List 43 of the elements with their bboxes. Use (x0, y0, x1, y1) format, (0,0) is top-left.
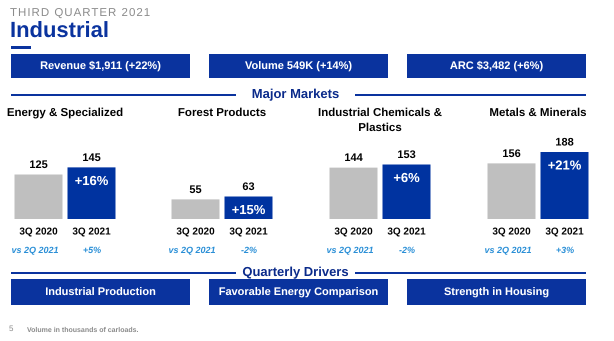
text: Industrial (10, 17, 110, 43)
data-label: 55 (189, 184, 202, 196)
x-tick-label: 3Q 2021 (72, 226, 112, 238)
x-tick-label: 3Q 2021 (229, 226, 268, 238)
text: 5 (9, 324, 14, 333)
data-label: 144 (344, 152, 364, 164)
x-tick-label: 3Q 2020 (492, 226, 532, 238)
text: ARC $3,482 (+6%) (450, 60, 544, 72)
x-tick-label: 3Q 2021 (545, 226, 584, 238)
text: +3% (554, 245, 576, 255)
text: Revenue $1,911 (+22%) (40, 60, 161, 72)
text: Industrial Production (45, 286, 156, 298)
chart-title: Metals & Minerals (488, 106, 588, 121)
chart-title: Forest Products (176, 106, 268, 121)
x-tick-label: 3Q 2021 (387, 226, 426, 238)
data-label: 188 (555, 136, 574, 148)
text: -2% (398, 245, 416, 255)
text: Quarterly Drivers (241, 264, 350, 279)
x-tick-label: 3Q 2020 (19, 226, 58, 238)
data-label: 63 (242, 181, 255, 194)
text: vs 2Q 2021 (10, 245, 60, 255)
text: vs 2Q 2021 (325, 245, 375, 255)
text: Major Markets (250, 86, 340, 101)
annotation: +15% (232, 202, 266, 218)
annotation: +16% (74, 172, 109, 188)
x-tick-label: 3Q 2020 (176, 226, 216, 238)
chart-title: Industrial Chemicals & Plastics (317, 106, 443, 136)
text: Volume 549K (+14%) (244, 60, 352, 72)
text: +5% (82, 245, 102, 255)
text: -2% (240, 245, 258, 255)
annotation: +6% (393, 170, 420, 185)
data-label: 145 (82, 152, 101, 164)
annotation: +21% (548, 158, 582, 172)
x-tick-label: 3Q 2020 (334, 226, 374, 238)
text: Favorable Energy Comparison (218, 286, 378, 298)
data-label: 153 (397, 148, 416, 161)
chart-title: Energy & Specialized (6, 106, 124, 121)
text: vs 2Q 2021 (167, 245, 217, 255)
data-label: 156 (502, 148, 521, 160)
text: Strength in Housing (444, 286, 550, 298)
data-label: 125 (29, 158, 48, 171)
text: vs 2Q 2021 (483, 245, 533, 255)
text: THIRD QUARTER 2021 (10, 7, 152, 19)
